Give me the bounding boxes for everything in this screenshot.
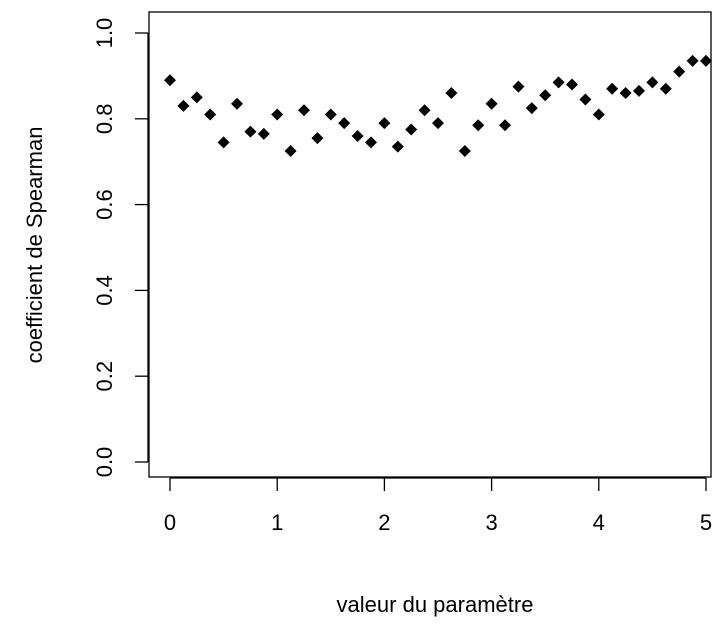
x-axis: 0 1 2 3 4 5: [164, 477, 712, 535]
data-point-13: [338, 117, 351, 130]
plot-frame: [148, 11, 712, 478]
data-point-32: [592, 108, 605, 121]
data-point-25: [499, 119, 511, 132]
data-point-22: [458, 144, 471, 157]
data-point-10: [298, 104, 310, 117]
y-tick-label-4: 0.8: [92, 104, 117, 135]
x-tick-label-0: 0: [164, 510, 176, 535]
data-point-9: [284, 144, 297, 157]
data-point-6: [244, 125, 257, 138]
data-point-39: [686, 54, 699, 67]
data-point-34: [619, 87, 632, 100]
data-point-40: [700, 54, 712, 67]
data-point-3: [204, 108, 217, 121]
x-tick-label-4: 4: [593, 510, 605, 535]
data-point-16: [378, 117, 391, 130]
data-point-19: [418, 104, 431, 117]
data-point-38: [673, 65, 686, 78]
data-point-26: [512, 80, 525, 93]
data-point-7: [257, 127, 270, 140]
data-point-18: [405, 123, 418, 136]
data-point-14: [351, 129, 364, 142]
data-point-24: [485, 97, 498, 110]
data-point-28: [539, 89, 552, 102]
data-point-0: [164, 74, 176, 87]
data-point-29: [552, 76, 565, 89]
y-tick-label-2: 0.4: [92, 275, 117, 306]
data-point-30: [566, 78, 578, 91]
data-point-2: [190, 91, 203, 104]
data-point-31: [579, 93, 592, 106]
y-axis-title: coefficient de Spearman: [22, 127, 47, 364]
y-tick-label-3: 0.6: [92, 189, 117, 220]
data-point-1: [177, 99, 190, 112]
data-point-4: [217, 136, 230, 149]
x-tick-label-3: 3: [485, 510, 497, 535]
data-point-21: [445, 87, 458, 100]
y-tick-label-5: 1.0: [92, 18, 117, 49]
data-point-36: [646, 76, 659, 89]
data-point-17: [391, 140, 404, 153]
data-point-23: [472, 119, 485, 132]
data-point-37: [659, 82, 672, 95]
data-point-12: [324, 108, 337, 121]
data-point-27: [525, 102, 538, 115]
data-point-33: [606, 82, 619, 95]
data-points: [164, 54, 712, 157]
x-axis-title: valeur du paramètre: [337, 592, 534, 617]
data-point-11: [311, 132, 324, 145]
y-tick-label-1: 0.2: [92, 361, 117, 392]
x-tick-label-5: 5: [700, 510, 712, 535]
y-axis: 0.0 0.2 0.4 0.6 0.8 1.0: [92, 18, 149, 478]
x-tick-label-2: 2: [378, 510, 390, 535]
x-tick-label-1: 1: [271, 510, 283, 535]
data-point-15: [365, 136, 377, 149]
y-tick-label-0: 0.0: [92, 447, 117, 478]
data-point-5: [231, 97, 243, 110]
data-point-8: [271, 108, 284, 121]
data-point-35: [633, 84, 645, 97]
data-point-20: [432, 117, 444, 130]
